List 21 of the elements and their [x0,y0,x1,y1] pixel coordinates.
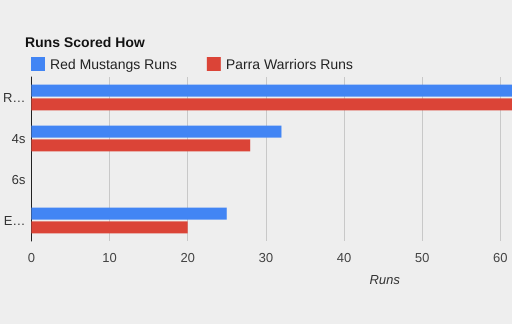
x-tick-label: 0 [28,250,36,265]
x-tick-label: 30 [258,250,274,265]
bar [31,98,512,110]
y-tick-label: E… [4,213,26,228]
x-axis-title: Runs [370,272,400,287]
y-tick-label: 4s [12,131,26,146]
y-tick-label: 6s [12,172,26,187]
bar [31,208,227,220]
x-tick-label: 60 [493,250,508,265]
chart-title: Runs Scored How [25,34,145,50]
bar [31,84,512,97]
x-tick-label: 10 [102,250,117,265]
bar [31,126,282,138]
bar [31,221,188,234]
x-tick-label: 40 [336,250,352,265]
bar [31,139,250,152]
legend-label: Red Mustangs Runs [50,56,177,72]
x-tick-label: 20 [180,250,195,265]
x-tick-label: 50 [414,250,430,265]
legend-label: Parra Warriors Runs [226,56,353,72]
y-tick-label: R… [3,90,26,105]
